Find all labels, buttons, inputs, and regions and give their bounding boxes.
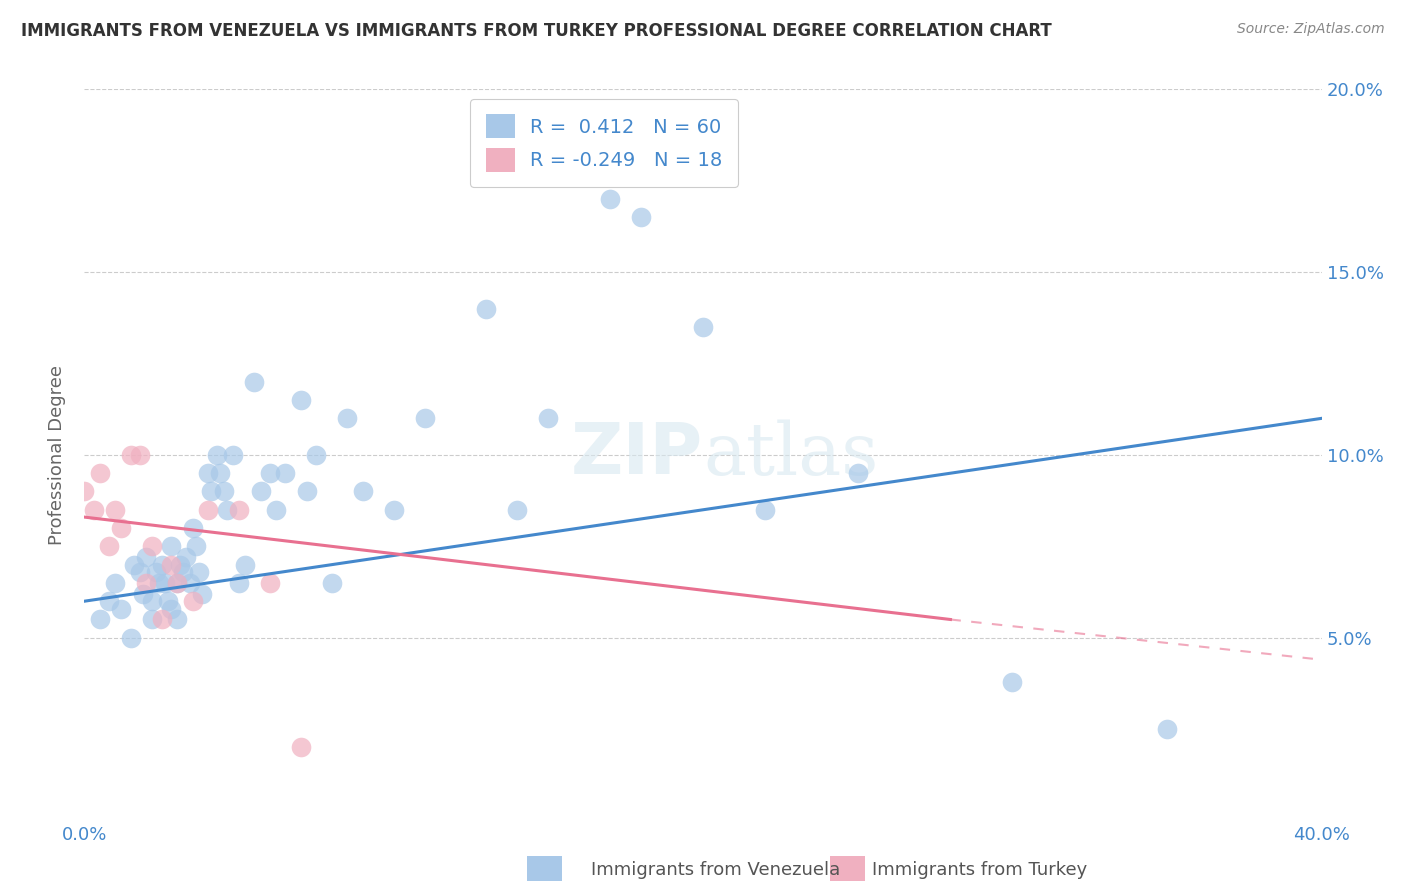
Point	[98, 594, 121, 608]
Point	[166, 613, 188, 627]
Point	[382, 502, 405, 516]
Point	[160, 558, 183, 572]
Point	[209, 466, 232, 480]
Point	[156, 594, 179, 608]
Point	[754, 502, 776, 516]
Point	[184, 539, 207, 553]
Point	[274, 466, 297, 480]
Y-axis label: Professional Degree: Professional Degree	[48, 365, 66, 545]
Point	[352, 484, 374, 499]
Point	[692, 320, 714, 334]
Point	[215, 502, 238, 516]
Text: Immigrants from Venezuela: Immigrants from Venezuela	[591, 861, 839, 879]
Point	[160, 539, 183, 553]
Point	[243, 375, 266, 389]
Point	[166, 576, 188, 591]
Text: IMMIGRANTS FROM VENEZUELA VS IMMIGRANTS FROM TURKEY PROFESSIONAL DEGREE CORRELAT: IMMIGRANTS FROM VENEZUELA VS IMMIGRANTS …	[21, 22, 1052, 40]
Point	[169, 558, 191, 572]
Point	[150, 558, 173, 572]
Point	[506, 502, 529, 516]
Point	[141, 613, 163, 627]
Point	[73, 484, 96, 499]
Point	[197, 502, 219, 516]
Point	[222, 448, 245, 462]
Point	[98, 539, 121, 553]
Point	[179, 576, 201, 591]
Point	[104, 576, 127, 591]
Point	[135, 576, 157, 591]
Point	[200, 484, 222, 499]
Point	[630, 211, 652, 225]
Point	[1156, 723, 1178, 737]
Point	[599, 192, 621, 206]
Point	[249, 484, 271, 499]
Point	[197, 466, 219, 480]
Point	[228, 576, 250, 591]
Point	[181, 594, 204, 608]
Point	[89, 613, 111, 627]
Point	[191, 587, 214, 601]
Point	[83, 502, 105, 516]
Point	[141, 594, 163, 608]
Point	[166, 576, 188, 591]
Point	[228, 502, 250, 516]
Point	[172, 565, 194, 579]
Point	[321, 576, 343, 591]
Point	[336, 411, 359, 425]
Text: Source: ZipAtlas.com: Source: ZipAtlas.com	[1237, 22, 1385, 37]
Point	[295, 484, 318, 499]
Point	[846, 466, 869, 480]
Point	[148, 576, 170, 591]
Text: Immigrants from Turkey: Immigrants from Turkey	[872, 861, 1087, 879]
Point	[150, 613, 173, 627]
Point	[110, 601, 132, 615]
Point	[176, 550, 198, 565]
Point	[264, 502, 287, 516]
Point	[160, 601, 183, 615]
Point	[141, 539, 163, 553]
Point	[181, 521, 204, 535]
Point	[135, 550, 157, 565]
Point	[122, 558, 145, 572]
Point	[305, 448, 328, 462]
Point	[207, 448, 229, 462]
Point	[132, 587, 155, 601]
Point	[145, 565, 167, 579]
Point	[537, 411, 560, 425]
Point	[259, 466, 281, 480]
Point	[187, 565, 209, 579]
Text: ZIP: ZIP	[571, 420, 703, 490]
Point	[259, 576, 281, 591]
Point	[475, 301, 498, 316]
Point	[120, 448, 142, 462]
Point	[1001, 674, 1024, 689]
Point	[129, 448, 152, 462]
Legend: R =  0.412   N = 60, R = -0.249   N = 18: R = 0.412 N = 60, R = -0.249 N = 18	[470, 99, 738, 187]
Point	[129, 565, 152, 579]
Point	[120, 631, 142, 645]
Point	[290, 392, 312, 407]
Point	[104, 502, 127, 516]
Point	[413, 411, 436, 425]
Point	[212, 484, 235, 499]
Point	[153, 576, 176, 591]
Point	[110, 521, 132, 535]
Point	[290, 740, 312, 755]
Point	[89, 466, 111, 480]
Text: atlas: atlas	[703, 419, 879, 491]
Point	[233, 558, 256, 572]
